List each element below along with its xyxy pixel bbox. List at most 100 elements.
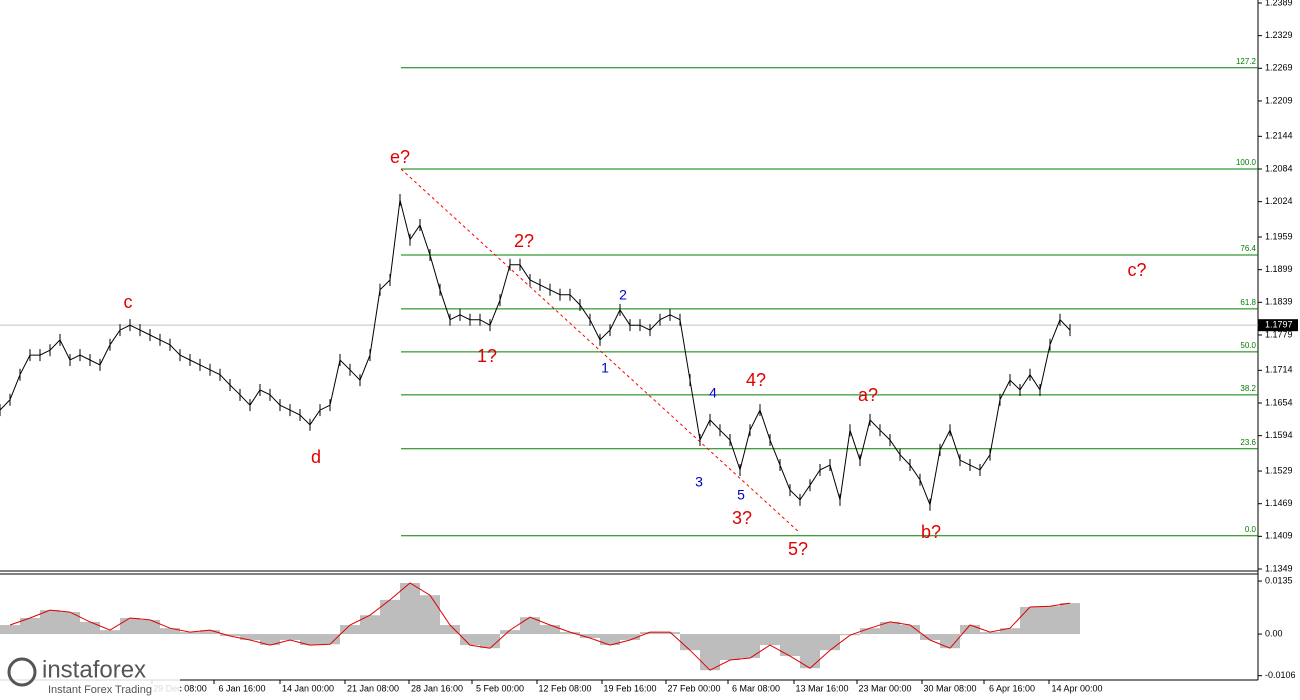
- x-tick-label: 6 Jan 16:00: [218, 683, 265, 693]
- x-tick-label: 30 Mar 08:00: [923, 683, 976, 693]
- x-tick-label: 12 Feb 08:00: [538, 683, 591, 693]
- osc-bar: [120, 617, 140, 635]
- x-tick-label: 13 Mar 16:00: [795, 683, 848, 693]
- osc-bar: [980, 632, 1000, 635]
- x-tick-label: 28 Jan 16:00: [411, 683, 463, 693]
- y-tick-label: 1.1529: [1265, 465, 1293, 475]
- osc-bar: [700, 634, 720, 671]
- osc-bar: [400, 583, 420, 635]
- y-tick-label: 1.1409: [1265, 531, 1293, 541]
- wave-label: 5: [737, 487, 745, 503]
- osc-y-tick-label: 0.00: [1265, 628, 1283, 638]
- osc-bar: [340, 625, 360, 635]
- fib-label: 61.8: [1240, 298, 1256, 307]
- fib-label: 38.2: [1240, 384, 1256, 393]
- osc-bar: [960, 625, 980, 635]
- osc-bar: [220, 634, 240, 637]
- osc-bar: [260, 634, 280, 646]
- osc-bar: [40, 610, 60, 635]
- osc-bar: [500, 630, 520, 635]
- osc-bar: [320, 634, 340, 645]
- osc-y-tick-label: 0.0135: [1265, 575, 1293, 585]
- osc-bar: [360, 615, 380, 635]
- fib-label: 76.4: [1240, 244, 1256, 253]
- osc-y-tick-label: -0.0106: [1265, 670, 1296, 680]
- fib-label: 50.0: [1240, 341, 1256, 350]
- wave-label: 3: [695, 474, 703, 490]
- y-tick-label: 1.1839: [1265, 297, 1293, 307]
- wave-label: 1: [601, 360, 609, 376]
- osc-bar: [800, 634, 820, 669]
- osc-bar: [840, 634, 860, 636]
- osc-bar: [60, 612, 80, 635]
- wave-label: 5?: [788, 539, 808, 559]
- y-tick-label: 1.2084: [1265, 163, 1293, 173]
- osc-bar: [740, 634, 760, 659]
- osc-bar: [520, 617, 540, 635]
- osc-bar: [480, 634, 500, 649]
- osc-bar: [440, 625, 460, 635]
- osc-bar: [780, 634, 800, 657]
- y-tick-label: 1.2389: [1265, 0, 1293, 7]
- osc-bar: [720, 634, 740, 660]
- osc-bar: [660, 632, 680, 635]
- osc-bar: [100, 630, 120, 635]
- wave-label: 3?: [732, 508, 752, 528]
- osc-bar: [940, 634, 960, 649]
- y-tick-label: 1.1469: [1265, 498, 1293, 508]
- osc-bar: [580, 634, 600, 638]
- osc-bar: [380, 599, 400, 635]
- wave-label: c: [124, 292, 133, 312]
- x-tick-label: 21 Jan 08:00: [347, 683, 399, 693]
- osc-bar: [1020, 606, 1040, 635]
- fib-label: 100.0: [1236, 158, 1257, 167]
- x-tick-label: 6 Apr 16:00: [989, 683, 1035, 693]
- osc-bar: [640, 632, 660, 635]
- osc-bar: [1060, 603, 1080, 635]
- wave-label: 2?: [514, 231, 534, 251]
- wave-label: 1?: [477, 346, 497, 366]
- trend-line: [400, 168, 801, 534]
- fib-label: 23.6: [1240, 438, 1256, 447]
- current-price-label: 1.1797: [1265, 320, 1293, 330]
- x-tick-label: 6 Mar 08:00: [732, 683, 780, 693]
- wave-label: e?: [390, 147, 410, 167]
- y-tick-label: 1.2209: [1265, 95, 1293, 105]
- osc-line: [9, 582, 1071, 671]
- osc-bar: [1040, 606, 1060, 635]
- osc-bar: [80, 621, 100, 635]
- wave-label: 4: [709, 385, 717, 401]
- wave-label: c?: [1127, 260, 1146, 280]
- osc-bar: [420, 595, 440, 635]
- x-tick-label: 14 Jan 00:00: [282, 683, 334, 693]
- osc-bar: [900, 625, 920, 635]
- logo-tagline: Instant Forex Trading: [48, 684, 152, 696]
- x-tick-label: 14 Apr 00:00: [1051, 683, 1102, 693]
- osc-bar: [160, 628, 180, 635]
- osc-bar: [560, 632, 580, 635]
- y-tick-label: 1.1654: [1265, 397, 1293, 407]
- fib-label: 127.2: [1236, 57, 1257, 66]
- y-tick-label: 1.2329: [1265, 30, 1293, 40]
- current-price-box: [1258, 319, 1298, 332]
- y-tick-label: 1.1959: [1265, 231, 1293, 241]
- x-tick-label: 27 Feb 00:00: [667, 683, 720, 693]
- logo-name: instaforex: [42, 656, 146, 683]
- osc-bar: [1000, 628, 1020, 635]
- osc-bar: [820, 634, 840, 651]
- osc-bar: [0, 625, 20, 635]
- x-tick-label: 23 Mar 00:00: [858, 683, 911, 693]
- wave-label: d: [311, 447, 321, 467]
- y-tick-label: 1.1779: [1265, 329, 1293, 339]
- logo-icon: [7, 657, 37, 687]
- wave-label: 2: [619, 287, 627, 303]
- y-tick-label: 1.1594: [1265, 430, 1293, 440]
- price-line: [0, 199, 1071, 507]
- osc-bar: [920, 634, 940, 640]
- osc-bar: [880, 621, 900, 635]
- osc-bar: [680, 634, 700, 651]
- y-tick-label: 1.1714: [1265, 365, 1293, 375]
- fib-label: 0.0: [1245, 525, 1257, 534]
